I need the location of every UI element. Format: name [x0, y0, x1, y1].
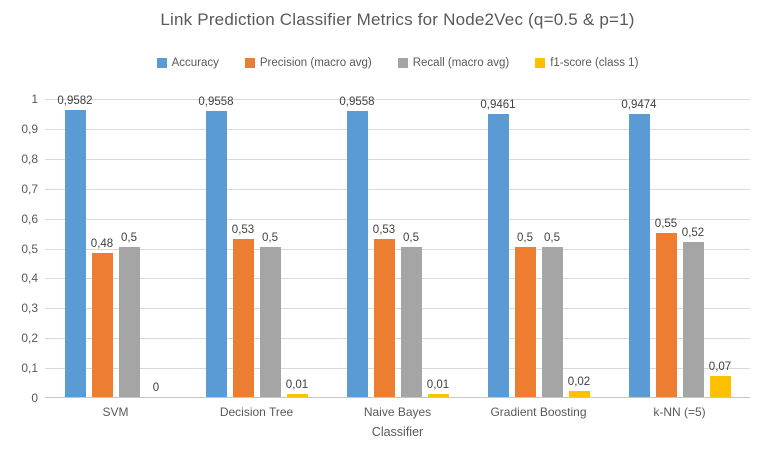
y-axis-tick-label: 0,9	[21, 121, 38, 136]
bar-value-label: 0,48	[90, 238, 114, 250]
bar-recall-macro-avg-	[541, 247, 563, 397]
bar-accuracy	[205, 111, 227, 397]
bar-f1-score-class-1-	[568, 391, 590, 397]
y-axis-tick-label: 1	[31, 92, 38, 106]
bar-recall-macro-avg-	[259, 247, 281, 397]
bar-precision-macro-avg-	[373, 239, 395, 397]
bar-f1-score-class-1-	[709, 376, 731, 397]
y-axis-tick-label: 0,3	[21, 301, 38, 316]
bar-value-label: 0,9474	[621, 99, 657, 111]
bar-value-label: 0,01	[285, 379, 309, 391]
bar-value-label: 0,02	[567, 376, 591, 388]
bar-f1-score-class-1-	[427, 394, 449, 397]
x-axis-category-label: Naive Bayes	[363, 405, 432, 419]
bar-f1-score-class-1-	[286, 394, 308, 397]
gridline	[45, 308, 750, 310]
bar-value-label: 0,5	[517, 232, 533, 244]
y-axis-tick-label: 0	[31, 391, 38, 405]
bar-value-label: 0,9558	[339, 96, 375, 108]
y-axis-tick-label: 0,1	[21, 361, 38, 376]
legend-label: Recall (macro avg)	[412, 57, 510, 69]
bar-precision-macro-avg-	[655, 233, 677, 397]
bar-value-label: 0,55	[654, 218, 678, 230]
legend-swatch-icon	[535, 58, 546, 68]
legend-item: Accuracy	[156, 57, 219, 69]
bar-value-label: 0,9461	[480, 99, 516, 111]
bar-accuracy	[346, 111, 368, 397]
bar-value-label: 0,5	[262, 232, 278, 244]
bar-accuracy	[64, 110, 86, 397]
y-axis-tick-label: 0,5	[21, 241, 38, 256]
y-axis-tick-label: 0,7	[21, 181, 38, 196]
bar-value-label: 0,5	[121, 232, 137, 244]
gridline	[45, 99, 750, 100]
bar-value-label: 0,01	[426, 379, 450, 391]
y-axis-tick-label: 0,4	[21, 271, 38, 286]
legend-swatch-icon	[156, 58, 167, 68]
legend-label: Precision (macro avg)	[259, 57, 372, 69]
bar-recall-macro-avg-	[400, 247, 422, 397]
bar-value-label: 0,5	[544, 232, 560, 244]
legend-item: f1-score (class 1)	[535, 57, 638, 69]
x-axis-category-label: Decision Tree	[219, 405, 294, 419]
y-axis-tick-label: 0,2	[21, 331, 38, 346]
bar-accuracy	[628, 114, 650, 397]
bar-precision-macro-avg-	[232, 239, 254, 397]
bar-recall-macro-avg-	[682, 242, 704, 397]
gridline	[45, 248, 750, 250]
gridline	[45, 368, 750, 370]
bar-value-label: 0,5	[403, 232, 419, 244]
chart-title: Link Prediction Classifier Metrics for N…	[160, 10, 635, 29]
bar-value-label: 0,9558	[198, 96, 234, 108]
bar-accuracy	[487, 114, 509, 397]
legend-swatch-icon	[397, 58, 408, 68]
y-axis-tick-label: 0,6	[21, 211, 38, 226]
legend-item: Precision (macro avg)	[244, 57, 372, 69]
plot-area: 0 0,1 0,2 0,3 0,4 0,5 0,6 0,7 0,8 0,9 1 0,9582 0,48 0…	[21, 92, 750, 419]
bar-value-label: 0,53	[372, 224, 396, 236]
x-axis-category-label: SVM	[102, 405, 129, 419]
y-axis-tick-label: 0,8	[21, 151, 38, 166]
legend-item: Recall (macro avg)	[397, 57, 510, 69]
legend-swatch-icon	[244, 58, 255, 68]
bar-value-label: 0,53	[231, 224, 255, 236]
bar-precision-macro-avg-	[91, 253, 113, 397]
gridline	[45, 188, 750, 190]
x-axis-category-label: Gradient Boosting	[490, 405, 587, 419]
bar-value-label: 0,07	[708, 361, 732, 373]
x-axis-category-label: k-NN (=5)	[653, 405, 706, 419]
bar-precision-macro-avg-	[514, 247, 536, 397]
gridline	[45, 158, 750, 160]
bar-recall-macro-avg-	[118, 247, 140, 397]
x-axis-title: Classifier	[371, 425, 424, 439]
gridline	[45, 218, 750, 220]
legend: Accuracy Precision (macro avg) Recall (mac…	[45, 57, 750, 69]
bar-value-label: 0,52	[681, 227, 705, 239]
legend-label: Accuracy	[171, 57, 219, 69]
gridline	[45, 338, 750, 340]
gridline	[45, 128, 750, 130]
legend-label: f1-score (class 1)	[550, 57, 639, 69]
bar-value-label: 0,9582	[57, 95, 93, 107]
gridline	[45, 278, 750, 280]
bar-value-label: 0	[152, 382, 160, 394]
